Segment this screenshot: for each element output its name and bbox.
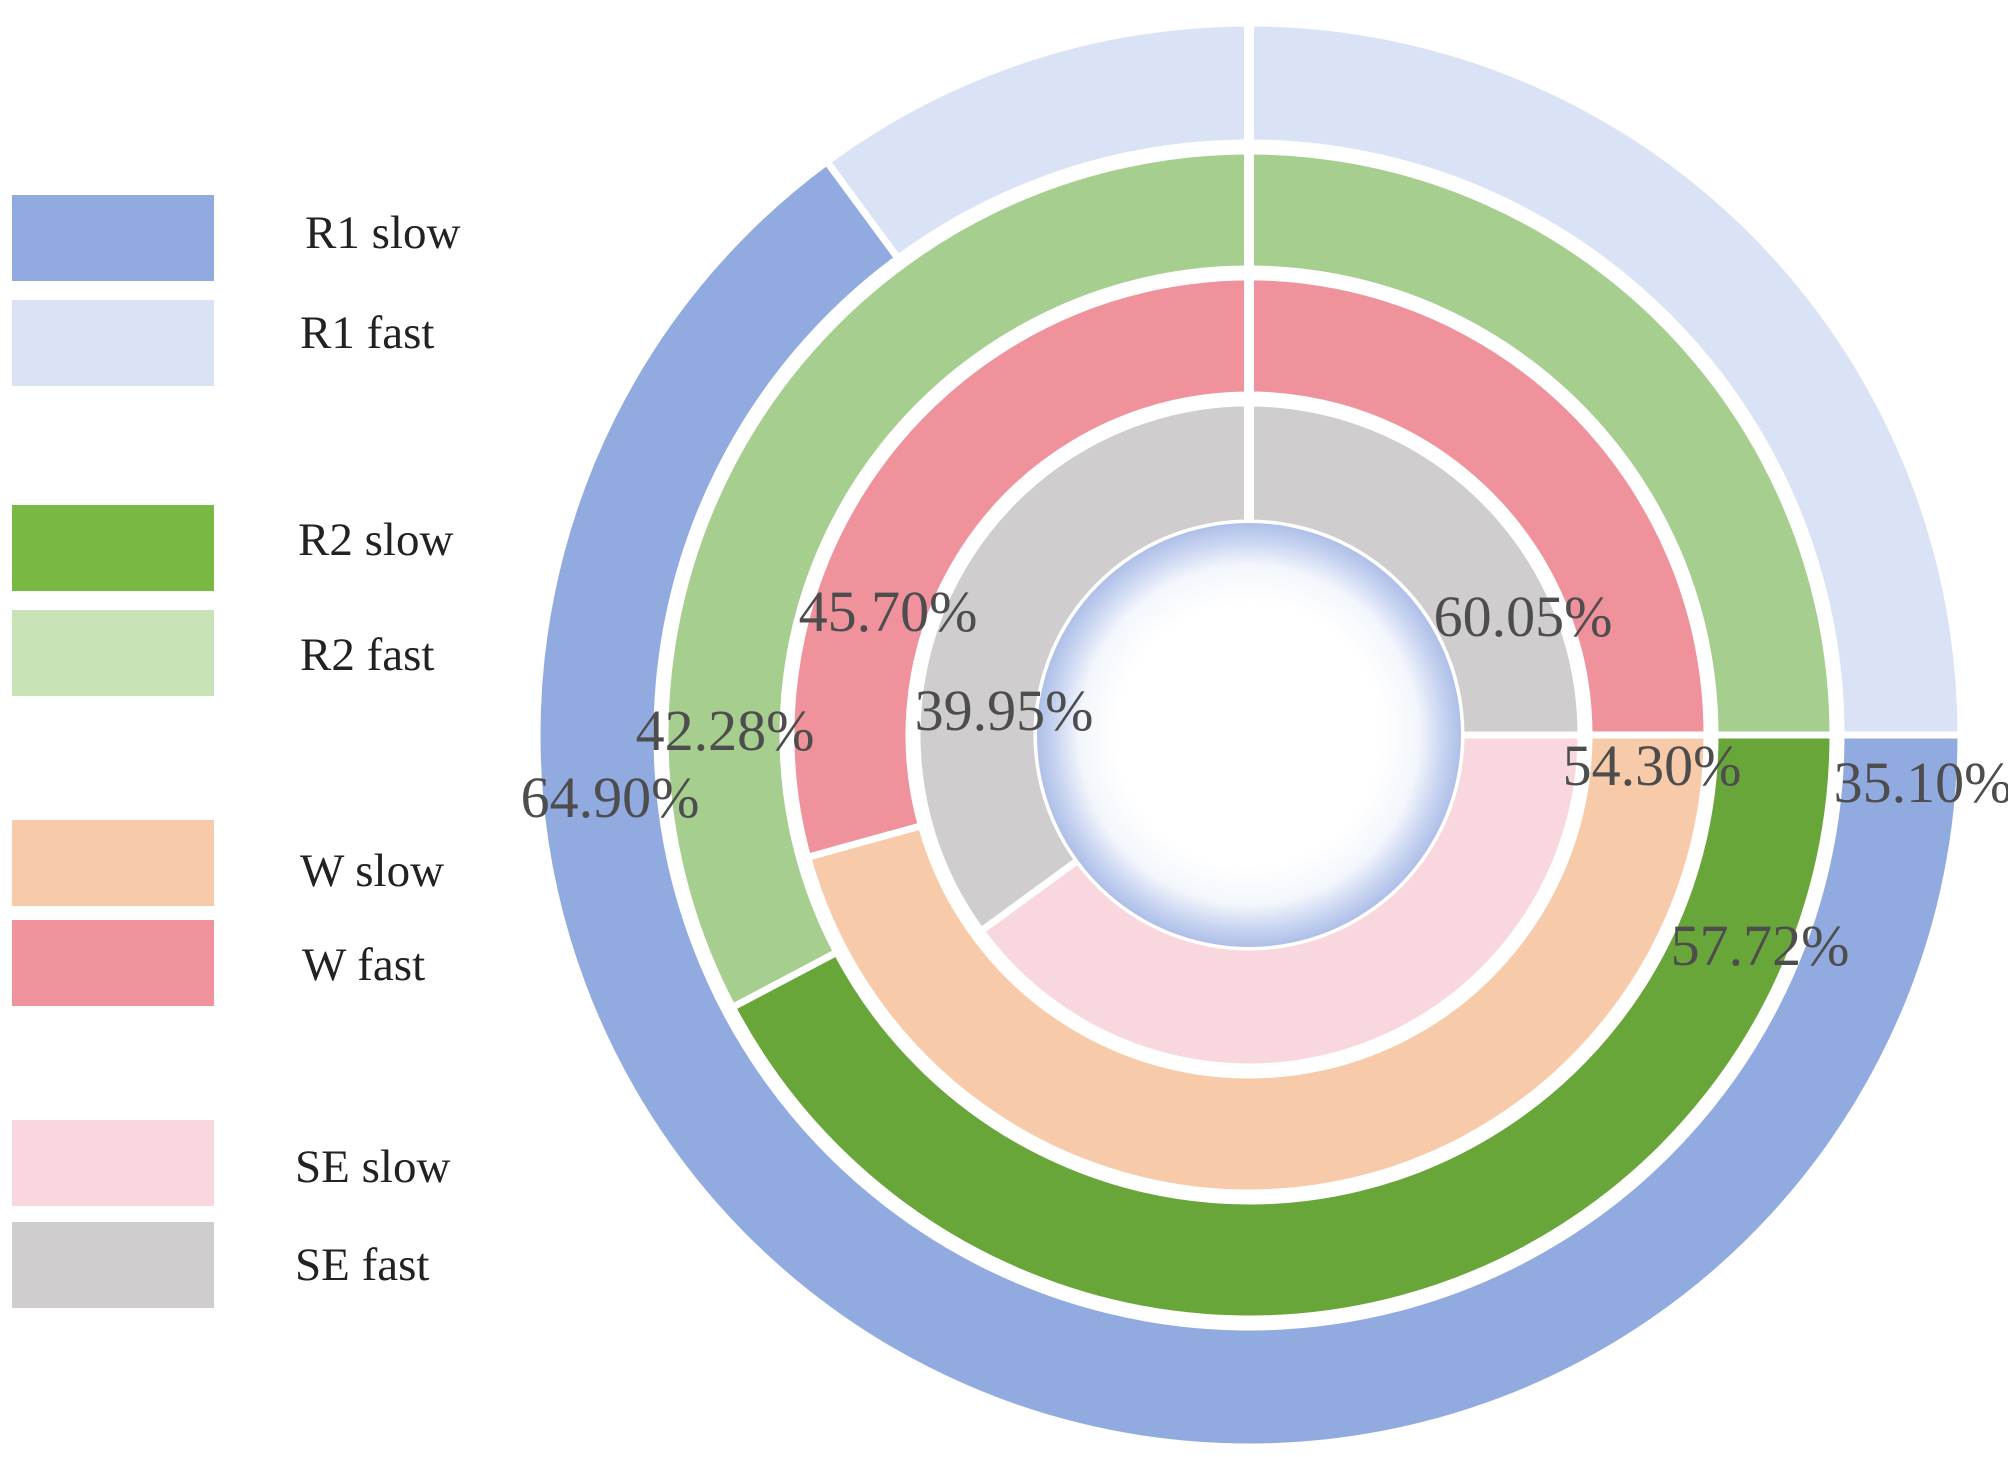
legend-swatch-se-fast xyxy=(12,1222,214,1308)
label-se-fast: 60.05% xyxy=(1434,584,1613,649)
slice-w-slow xyxy=(803,731,1711,1197)
slice-r1-slow xyxy=(533,156,1965,1451)
legend-swatch-r1-slow xyxy=(12,195,214,281)
legend-label-r2-slow: R2 slow xyxy=(298,514,453,566)
label-w-fast: 54.30% xyxy=(1563,733,1742,798)
label-w-slow: 45.70% xyxy=(799,579,978,644)
donut-center xyxy=(1037,523,1461,947)
donut-rings xyxy=(533,19,1965,1451)
legend: R1 slow R1 fast R2 slow R2 fast W slow W fast… xyxy=(12,195,460,1308)
label-r1-slow: 64.90% xyxy=(521,765,700,830)
legend-swatch-w-fast xyxy=(12,920,214,1006)
legend-swatch-w-slow xyxy=(12,820,214,906)
legend-swatch-r2-fast xyxy=(12,610,214,696)
legend-label-se-fast: SE fast xyxy=(295,1239,429,1291)
legend-label-se-slow: SE slow xyxy=(295,1141,450,1193)
slice-r2-slow xyxy=(727,731,1837,1323)
slice-r2-fast xyxy=(661,147,1837,1013)
slice-r1-fast xyxy=(821,19,1965,739)
legend-label-r1-slow: R1 slow xyxy=(305,207,460,259)
legend-swatch-r1-fast xyxy=(12,300,214,386)
label-r2-slow: 42.28% xyxy=(636,698,815,763)
label-r1-fast: 35.10% xyxy=(1834,750,2008,815)
legend-label-r1-fast: R1 fast xyxy=(300,307,434,359)
percent-labels: 64.90% 35.10% 42.28% 57.72% 45.70% 54.30% 39.9… xyxy=(521,579,2008,978)
label-se-slow: 39.95% xyxy=(915,678,1094,743)
legend-swatch-r2-slow xyxy=(12,505,214,591)
label-r2-fast: 57.72% xyxy=(1671,913,1850,978)
legend-label-w-slow: W slow xyxy=(300,845,444,897)
legend-label-w-fast: W fast xyxy=(302,939,425,991)
legend-label-r2-fast: R2 fast xyxy=(300,629,434,681)
legend-swatch-se-slow xyxy=(12,1120,214,1206)
slice-w-fast xyxy=(787,273,1711,862)
